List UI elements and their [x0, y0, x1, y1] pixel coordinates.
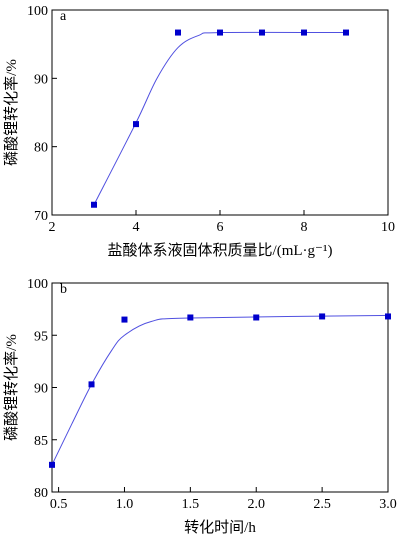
fit-curve: [51, 314, 389, 466]
x-tick-label: 0.5: [50, 497, 68, 512]
y-tick-label: 80: [34, 486, 48, 501]
y-tick-label: 95: [34, 329, 48, 344]
data-point: [385, 313, 391, 320]
data-point: [187, 314, 194, 321]
data-point: [49, 461, 55, 468]
fit-curve: [93, 31, 347, 205]
data-point: [343, 29, 349, 36]
y-tick-label: 70: [34, 209, 48, 224]
data-point: [133, 121, 139, 128]
data-point: [91, 201, 97, 208]
y-tick-label: 90: [34, 72, 48, 87]
y-tick-label: 85: [34, 434, 48, 449]
x-tick-label: 2.5: [313, 497, 331, 512]
plot-frame: [51, 282, 389, 493]
data-point: [319, 313, 326, 320]
data-point: [88, 381, 95, 388]
x-tick-label: 3.0: [379, 497, 397, 512]
data-point: [121, 316, 128, 323]
x-tick-label: 6: [217, 220, 224, 235]
data-point: [217, 29, 223, 36]
x-tick-label: 4: [133, 220, 140, 235]
chart-title: b: [60, 282, 67, 297]
x-axis-label: 盐酸体系液固体积质量比/(mL·g⁻¹): [108, 242, 333, 259]
y-axis-label: 磷酸锂转化率/%: [3, 59, 20, 166]
y-tick-label: 100: [27, 277, 48, 292]
x-tick-label: 1.5: [182, 497, 200, 512]
x-tick-label: 8: [301, 220, 308, 235]
y-axis-label: 磷酸锂转化率/%: [3, 334, 20, 441]
data-point: [259, 29, 265, 36]
y-tick-label: 80: [34, 141, 48, 156]
x-axis-label: 转化时间/h: [184, 519, 256, 536]
plot-frame: [51, 9, 389, 216]
x-tick-label: 10: [381, 220, 395, 235]
x-tick-label: 2: [49, 220, 56, 235]
data-point: [175, 29, 181, 36]
x-tick-label: 1.0: [116, 497, 134, 512]
chart-title: a: [60, 9, 67, 24]
x-tick-label: 2.0: [247, 497, 265, 512]
y-tick-label: 90: [34, 382, 48, 397]
y-tick-label: 100: [27, 4, 48, 19]
data-point: [301, 29, 307, 36]
data-point: [253, 314, 260, 321]
